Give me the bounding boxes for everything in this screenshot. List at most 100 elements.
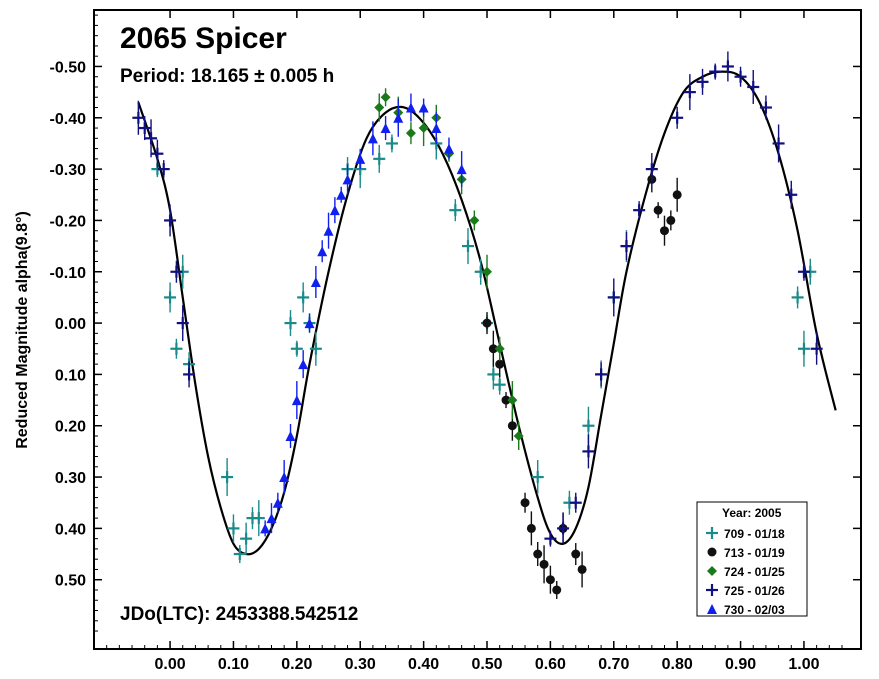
chart-subtitle: Period: 18.165 ± 0.005 h (120, 66, 334, 87)
data-point (645, 163, 658, 176)
data-point (671, 111, 684, 124)
data-point (666, 215, 676, 225)
y-axis-label: Reduced Magnitude alpha(9.8°) (14, 211, 31, 449)
data-point (145, 132, 158, 145)
chart-title: 2065 Spicer (120, 22, 287, 55)
legend-entries: 709 - 01/18 713 - 01/19 724 - 01/25 725 - 0… (706, 527, 785, 617)
data-point (493, 378, 506, 391)
data-point (469, 215, 480, 226)
legend-title: Year: 2005 (722, 506, 782, 520)
data-point (284, 317, 297, 330)
data-point (317, 246, 328, 257)
data-point (240, 532, 253, 545)
data-point (170, 342, 183, 355)
legend-marker (706, 527, 718, 539)
data-point (342, 174, 353, 185)
data-point (298, 359, 309, 370)
data-point (607, 291, 620, 304)
data-point (709, 65, 722, 78)
data-point (797, 265, 810, 278)
data-point (533, 549, 543, 559)
data-point (595, 368, 608, 381)
data-point (772, 137, 785, 150)
y-tick-label: 0.50 (55, 573, 86, 590)
data-point (683, 86, 696, 99)
data-point (507, 395, 518, 406)
legend-entry-label: 725 - 01/26 (724, 584, 785, 598)
y-tick-label: 0.40 (55, 521, 86, 538)
legend-marker (707, 566, 717, 576)
data-point (385, 137, 398, 150)
x-tick-label: 0.90 (725, 656, 756, 673)
data-point (545, 575, 555, 585)
data-point (418, 102, 429, 113)
legend-entry-label: 713 - 01/19 (724, 546, 785, 560)
data-point (132, 111, 145, 124)
data-point (520, 498, 530, 508)
data-point (405, 102, 416, 113)
data-point (290, 342, 303, 355)
data-point (696, 75, 709, 88)
plot-frame (93, 9, 862, 650)
legend-marker (707, 604, 717, 614)
data-point (531, 471, 544, 484)
data-point (266, 513, 277, 524)
data-point (552, 585, 562, 595)
legend-entry-label: 709 - 01/18 (724, 527, 785, 541)
data-point (501, 395, 511, 405)
axis-ticks-layer: 0.00 0.10 0.20 0.30 0.40 0.50 0.60 0.70 0.80 0.90… (50, 10, 861, 673)
data-point (495, 359, 505, 369)
y-tick-label: -0.20 (50, 213, 87, 230)
data-point (582, 445, 595, 458)
x-tick-label: 1.00 (788, 656, 819, 673)
x-tick-label: 0.40 (408, 656, 439, 673)
y-tick-label: -0.10 (50, 265, 87, 282)
y-tick-label: -0.30 (50, 162, 87, 179)
legend: Year: 2005 709 - 01/18 713 - 01/19 724 - 0… (696, 501, 808, 617)
data-point (507, 421, 517, 431)
data-point (279, 472, 290, 483)
data-point (431, 123, 442, 134)
data-point (461, 240, 474, 253)
legend-marker (707, 547, 717, 557)
x-tick-label: 0.20 (281, 656, 312, 673)
data-point (544, 532, 557, 545)
data-point (183, 368, 196, 381)
x-tick-label: 0.00 (154, 656, 185, 673)
x-tick-label: 0.60 (535, 656, 566, 673)
data-point (721, 60, 734, 73)
data-point (759, 101, 772, 114)
legend-entry-label: 724 - 01/25 (724, 565, 785, 579)
data-point (176, 317, 189, 330)
y-tick-label: 0.10 (55, 367, 86, 384)
data-point (443, 143, 454, 154)
data-point (526, 523, 536, 533)
data-point (221, 471, 234, 484)
data-point (487, 368, 500, 381)
data-point (380, 92, 391, 103)
data-point (393, 112, 404, 123)
data-point (374, 102, 385, 113)
data-point (164, 291, 177, 304)
data-point (810, 342, 823, 355)
data-point (252, 512, 265, 525)
data-point (620, 240, 633, 253)
data-point (653, 205, 663, 215)
y-tick-label: -0.50 (50, 59, 87, 76)
epoch-annotation: JDo(LTC): 2453388.542512 (120, 604, 358, 625)
data-point (373, 152, 386, 165)
data-point (513, 431, 524, 441)
series-4 (260, 93, 467, 537)
data-point (569, 496, 582, 509)
data-point (539, 559, 549, 569)
data-point (571, 549, 581, 559)
data-point (309, 342, 322, 355)
y-tick-label: -0.40 (50, 111, 87, 128)
x-tick-label: 0.10 (218, 656, 249, 673)
legend-entry-label: 730 - 02/03 (724, 603, 785, 617)
data-point (633, 204, 646, 217)
x-tick-label: 0.70 (598, 656, 629, 673)
data-point (157, 163, 170, 176)
data-point (297, 291, 310, 304)
